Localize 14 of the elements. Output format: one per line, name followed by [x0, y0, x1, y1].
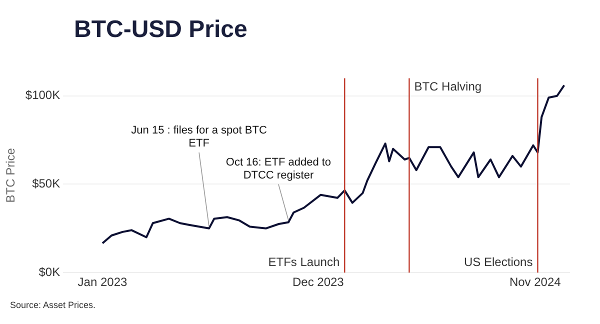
annotation: Oct 16: ETF added to DTCC register	[226, 156, 332, 182]
source-note: Source: Asset Prices.	[10, 300, 96, 310]
y-tick-label: $100K	[25, 88, 60, 102]
ref-line-label: US Elections	[464, 254, 533, 269]
x-tick-label: Jan 2023	[78, 275, 128, 290]
ref-line-label: BTC Halving	[414, 80, 482, 94]
y-tick-label: $50K	[32, 176, 60, 191]
x-tick-label: Nov 2024	[509, 275, 562, 290]
chart-title: BTC-USD Price	[74, 16, 248, 44]
ref-line-label: ETFs Launch	[268, 254, 340, 269]
annotation: Jun 15 : files for a spot BTC ETF	[131, 124, 267, 150]
y-tick-label: $0K	[38, 264, 60, 279]
x-tick-label: Dec 2023	[292, 275, 344, 290]
y-axis-title: BTC Price	[4, 148, 18, 203]
